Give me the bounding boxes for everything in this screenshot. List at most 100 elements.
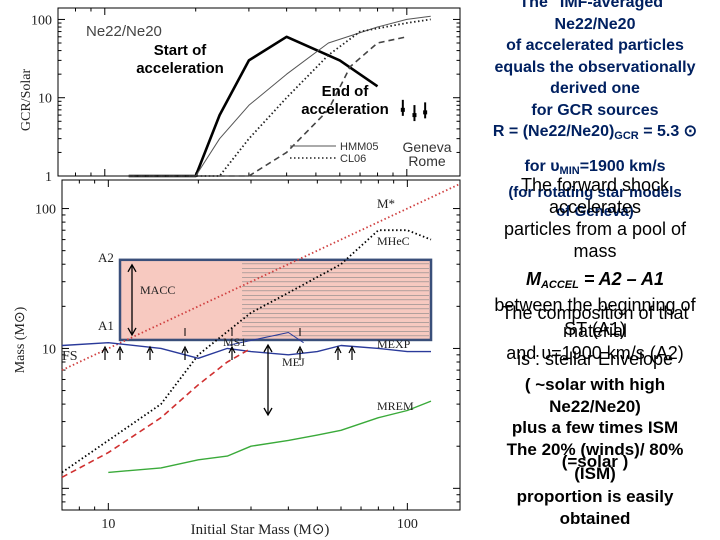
geneva-label: Geneva <box>402 139 452 155</box>
p1-line-4: equals the observationally <box>494 58 696 76</box>
shock-line-1: The forward shock <box>520 175 670 195</box>
fs-arrow-head <box>146 345 154 354</box>
imf-averaged-paragraph: The "IMF-averaged" Ne22/Ne20 of accelera… <box>470 0 720 148</box>
solar-line-1: ( ~solar with high <box>524 375 666 394</box>
end-line-2: acceleration <box>301 101 389 118</box>
series-line-hmm05 <box>128 15 431 177</box>
maccel-m: M <box>525 269 541 289</box>
tail-line-1: proportion is easily <box>516 487 674 506</box>
maccel-eq: = A2 – A1 <box>578 269 665 289</box>
y-tick-label: 100 <box>35 203 56 218</box>
legend-label-hmm05: HMM05 <box>340 141 379 153</box>
top-ylabel: GCR/Solar <box>19 69 34 132</box>
bottom-xlabel: Initial Star Mass (M⊙) <box>191 522 330 538</box>
series-line-mhec <box>61 229 432 474</box>
ism-line: (ISM) <box>574 464 616 483</box>
macc-arrow-head <box>127 327 137 337</box>
data-marker-dot <box>412 113 417 118</box>
p1-line-2: Ne22/Ne20 <box>554 15 636 33</box>
series-line-unnamed-5 <box>61 347 252 479</box>
p1-line-6: for GCR sources <box>531 101 659 119</box>
vmin-line: for υMIN=1900 km/s <box>470 158 720 180</box>
rome-label: Rome <box>408 153 446 169</box>
x-tick-label: 100 <box>397 517 418 532</box>
series-line-mrem <box>108 400 432 474</box>
fs-arrow-head <box>181 345 189 354</box>
composition-paragraph: The composition of that material <box>470 304 720 340</box>
annotation-fs: FS <box>62 349 78 364</box>
composition-line-2: material <box>562 321 628 341</box>
y-tick-label: 100 <box>31 13 52 28</box>
tail-paragraph: proportion is easily obtained <box>470 486 720 530</box>
top-chart-title: Ne22/Ne20 <box>86 23 162 40</box>
annotation-mhec: MHeC <box>377 234 410 248</box>
rotating-models-line: (for rotating star models <box>508 184 682 201</box>
right-column: The "IMF-averaged" Ne22/Ne20 of accelera… <box>470 0 720 540</box>
geneva-models-line: of Geneva) <box>556 203 634 220</box>
start-line-2: acceleration <box>136 60 224 77</box>
annotation-mrem: MREM <box>377 399 414 413</box>
shock-line-2: accelerates <box>548 197 642 217</box>
between-line: between the beginning of <box>494 295 696 315</box>
formula-value: = 5.3 ⊙ <box>638 123 698 140</box>
fs-arrow-head <box>116 345 124 354</box>
data-marker-dot <box>423 110 428 115</box>
top-ticks: 1 10 100 <box>31 8 460 185</box>
bottom-annotations: M* MHeC MEXP MS1 MEJ MREM FS A2 A1 MACC <box>62 196 414 417</box>
formula-sub: GCR <box>614 130 639 142</box>
fs-arrow-head <box>228 345 236 354</box>
solar-line-2: Ne22/Ne20) <box>549 396 641 416</box>
p1-line-3: of accelerated particles <box>506 37 684 54</box>
end-acceleration-label: End of acceleration <box>285 83 405 119</box>
y-tick-label: 10 <box>38 92 52 107</box>
annotation-a1: A1 <box>98 318 114 333</box>
fs-arrow-head <box>334 345 342 354</box>
start-line-1: Start of <box>153 42 207 59</box>
tail-line-2: obtained <box>559 509 631 528</box>
fs-arrow-head <box>348 345 356 354</box>
gcr-ratio-formula: R = (Ne22/Ne20)GCR = 5.3 ⊙ <box>470 121 720 148</box>
annotation-a2: A2 <box>98 250 114 265</box>
legend: HMM05 CL06 <box>290 141 379 165</box>
and-velocity-line: and υ=1900 km/s (A2) <box>506 343 684 363</box>
y-tick-label: 1 <box>45 170 52 185</box>
vmin-value: =1900 km/s <box>579 158 666 175</box>
forward-shock-paragraph: The forward shock accelerates particles … <box>470 174 720 262</box>
solar-line-3: plus a few times ISM <box>511 418 679 437</box>
legend-label-cl06: CL06 <box>340 153 366 165</box>
vmin-sub: MIN <box>559 165 580 177</box>
y-tick-label: 10 <box>42 342 56 357</box>
stellar-envelope-line: is : stellar Envelope <box>516 349 674 369</box>
annotation-m*: M* <box>377 196 395 211</box>
bottom-ylabel: Mass (M⊙) <box>13 306 28 373</box>
solar-eq-line: (=solar ) <box>561 452 629 471</box>
formula-main: R = (Ne22/Ne20) <box>492 123 615 140</box>
fs-arrow-head <box>296 345 304 354</box>
annotation-ms1: MS1 <box>223 335 246 349</box>
annotation-mej: MEJ <box>282 355 305 369</box>
twenty-percent-line: The 20% (winds)/ 80% <box>506 440 684 459</box>
p1-line-1: The "IMF-averaged" <box>519 0 671 11</box>
st-a1-line: ST (A1) <box>564 319 626 339</box>
composition-line-1: The composition of that <box>501 303 689 323</box>
maccel-sub: ACCEL <box>540 279 579 291</box>
annotation-mexp: MEXP <box>377 337 411 351</box>
shock-line-4: mass <box>573 241 617 261</box>
mej-arrow-head <box>263 343 273 353</box>
series-line-cl06 <box>128 18 431 177</box>
top-panel-frame <box>57 7 461 177</box>
vmin-for: for υ <box>524 158 560 175</box>
bottom-ticks: 10 100 10 100 <box>35 180 460 532</box>
maccel-equation: MACCEL = A2 – A1 <box>470 268 720 296</box>
annotation-macc: MACC <box>140 283 175 297</box>
bottom-series <box>61 183 461 479</box>
fs-arrow-head <box>101 345 109 354</box>
shock-line-3: particles from a pool of <box>503 219 687 239</box>
start-acceleration-label: Start of acceleration <box>120 42 240 78</box>
mej-arrow-head <box>263 407 273 417</box>
end-line-1: End of <box>321 83 369 100</box>
x-tick-label: 10 <box>101 517 115 532</box>
series-line-mexp <box>61 342 431 359</box>
p1-line-5: derived one <box>550 80 640 97</box>
series-line-unnamed-3 <box>128 36 407 177</box>
